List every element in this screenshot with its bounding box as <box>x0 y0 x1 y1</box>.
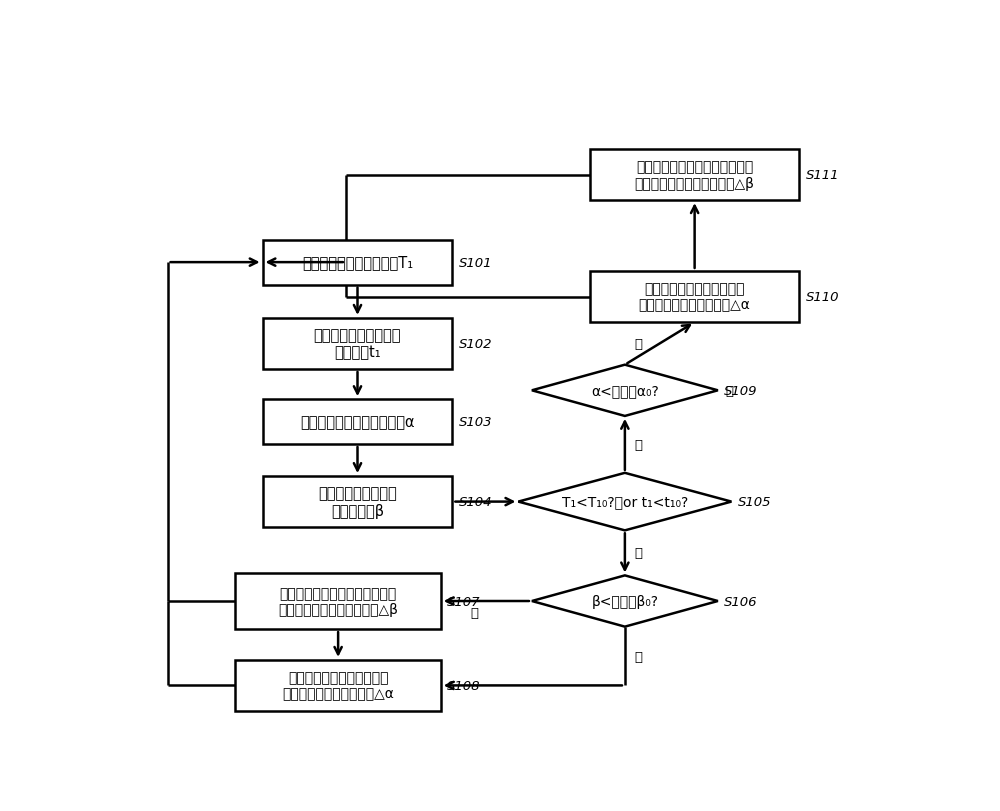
Polygon shape <box>532 365 718 416</box>
Text: 否: 否 <box>634 650 642 663</box>
Text: 基于风门执行机构驱动控制
百叶窗减小单步预设开度△α: 基于风门执行机构驱动控制 百叶窗减小单步预设开度△α <box>282 671 394 701</box>
Text: 基于调节阀执行机构驱动控制进
水调节阀增大单步预设开度△β: 基于调节阀执行机构驱动控制进 水调节阀增大单步预设开度△β <box>278 586 398 616</box>
Text: S101: S101 <box>459 256 492 269</box>
Text: β<上限值β₀?: β<上限值β₀? <box>591 594 658 608</box>
Text: 是: 是 <box>634 337 642 350</box>
Text: 基于风门执行机构驱动控制
百叶窗增大单步预设开度△α: 基于风门执行机构驱动控制 百叶窗增大单步预设开度△α <box>639 282 751 312</box>
Text: 否: 否 <box>634 439 642 452</box>
Text: 是: 是 <box>471 606 479 619</box>
Text: 获取当前实际的预热气温T₁: 获取当前实际的预热气温T₁ <box>302 255 413 270</box>
Text: S108: S108 <box>447 679 481 692</box>
Text: S111: S111 <box>805 169 839 182</box>
Bar <box>590 272 799 323</box>
Bar <box>235 660 441 711</box>
Text: α<上限值α₀?: α<上限值α₀? <box>591 384 659 398</box>
Text: 基于调节阀执行机构驱动控制进
水调节阀减小单步预设开度△β: 基于调节阀执行机构驱动控制进 水调节阀减小单步预设开度△β <box>635 161 755 191</box>
Text: 是: 是 <box>634 547 642 560</box>
Bar <box>263 400 452 444</box>
Bar <box>263 319 452 370</box>
Polygon shape <box>518 474 731 530</box>
Bar <box>235 573 441 629</box>
Bar <box>590 150 799 201</box>
Bar <box>263 476 452 528</box>
Text: T₁<T₁₀?。or t₁<t₁₀?: T₁<T₁₀?。or t₁<t₁₀? <box>562 495 688 509</box>
Text: 否: 否 <box>726 384 734 397</box>
Text: 获取当前实际的预热器
出水温度t₁: 获取当前实际的预热器 出水温度t₁ <box>314 328 401 360</box>
Text: S106: S106 <box>724 594 758 607</box>
Text: S109: S109 <box>724 384 758 397</box>
Polygon shape <box>532 576 718 627</box>
Text: S105: S105 <box>738 496 771 508</box>
Bar <box>263 240 452 285</box>
Text: S102: S102 <box>459 337 492 350</box>
Text: 获取当前实际的进水
调节阀开度β: 获取当前实际的进水 调节阀开度β <box>318 486 397 518</box>
Text: 获取当前实际的百叶窗开度α: 获取当前实际的百叶窗开度α <box>300 414 415 430</box>
Text: S103: S103 <box>459 415 492 428</box>
Text: S104: S104 <box>459 496 492 508</box>
Text: S110: S110 <box>805 290 839 303</box>
Text: S107: S107 <box>447 594 481 607</box>
